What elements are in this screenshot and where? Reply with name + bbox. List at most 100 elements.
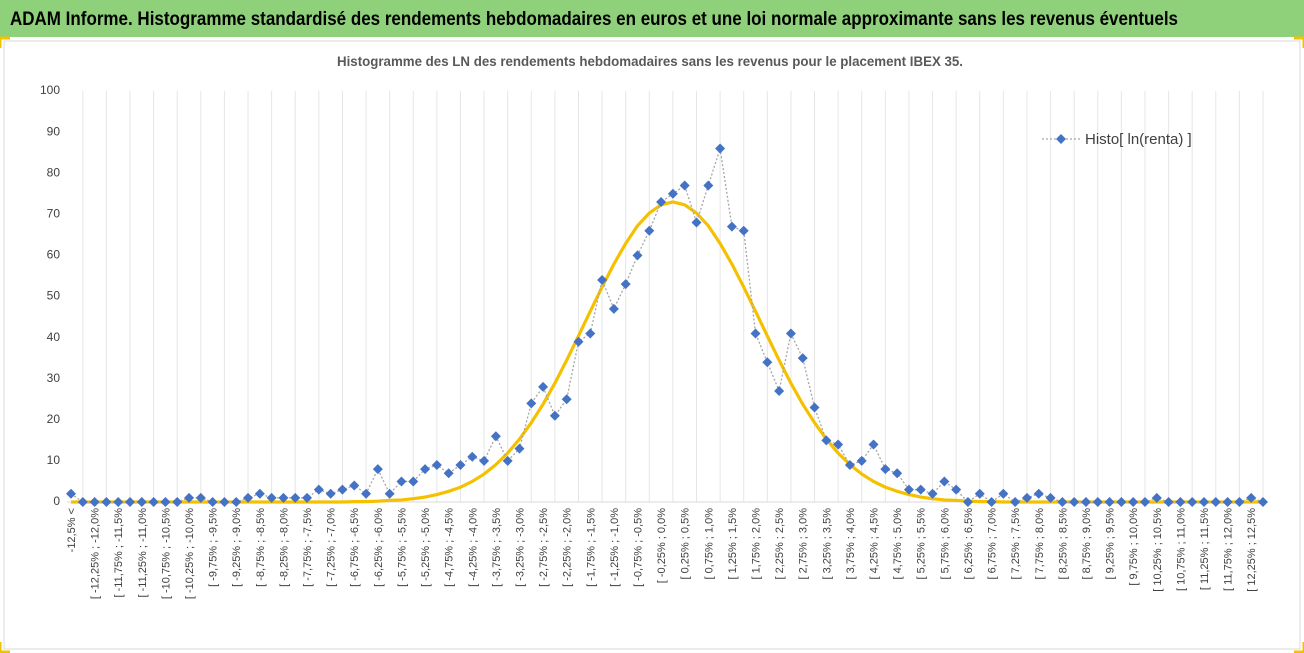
histogram-marker bbox=[774, 386, 785, 397]
histogram-marker bbox=[113, 497, 124, 507]
histogram-marker bbox=[514, 443, 525, 454]
x-tick-label: [ 4,25% ; 4,5% bbox=[869, 508, 881, 580]
x-tick-label: [ -4,25% ; -4,0% bbox=[467, 508, 479, 587]
corner-marks bbox=[0, 36, 1304, 653]
histogram-marker bbox=[856, 455, 867, 466]
histogram-marker bbox=[479, 455, 490, 466]
histogram-marker bbox=[207, 497, 218, 507]
histogram-marker bbox=[561, 394, 572, 405]
x-tick-label: [ 3,75% ; 4,0% bbox=[845, 508, 857, 580]
histogram-marker bbox=[1069, 497, 1080, 507]
histogram-marker bbox=[1210, 497, 1221, 507]
histogram-marker bbox=[195, 492, 206, 503]
x-tick-label: [ 8,75% ; 9,0% bbox=[1081, 508, 1093, 580]
x-tick-label: [ -1,25% ; -1,0% bbox=[609, 508, 621, 587]
x-tick-label: [ -2,25% ; -2,0% bbox=[562, 508, 574, 587]
x-tick-label: [ 2,25% ; 2,5% bbox=[774, 508, 786, 580]
histogram-marker bbox=[372, 464, 383, 475]
y-tick-label: 100 bbox=[40, 83, 60, 97]
x-tick-label: [ 0,75% ; 1,0% bbox=[703, 508, 715, 580]
x-tick-label: [ -8,75% ; -8,5% bbox=[255, 508, 267, 587]
x-tick-label: [ -7,25% ; -7,0% bbox=[326, 508, 338, 587]
y-tick-label: 70 bbox=[47, 206, 61, 220]
histogram-marker bbox=[337, 484, 348, 495]
histogram-marker bbox=[726, 221, 737, 232]
histogram-marker bbox=[573, 336, 584, 347]
histogram-marker bbox=[797, 353, 808, 364]
histogram-marker bbox=[597, 275, 608, 286]
y-tick-label: 20 bbox=[47, 412, 61, 426]
histogram-marker bbox=[1092, 497, 1103, 507]
x-tick-label: [ -2,75% ; -2,5% bbox=[538, 508, 550, 587]
x-tick-label: [ 12,25% ; 12,5% bbox=[1246, 508, 1258, 592]
x-tick-label: [ 10,25% ; 10,5% bbox=[1152, 508, 1164, 592]
histogram-marker bbox=[490, 431, 501, 442]
x-tick-label: [ -5,25% ; -5,0% bbox=[420, 508, 432, 587]
histogram-marker bbox=[313, 484, 324, 495]
histogram-marker bbox=[125, 497, 136, 507]
x-tick-label: [ -10,25% ; -10,0% bbox=[184, 508, 196, 599]
x-tick-label: [ -0,25% ; 0,0% bbox=[656, 508, 668, 583]
x-tick-label: [ 7,25% ; 7,5% bbox=[1010, 508, 1022, 580]
histogram-marker bbox=[939, 476, 950, 487]
x-tick-label: [ -6,25% ; -6,0% bbox=[373, 508, 385, 587]
histogram-marker bbox=[1021, 492, 1032, 503]
histogram-marker bbox=[361, 488, 372, 499]
histogram-marker bbox=[844, 460, 855, 471]
x-tick-label: [ 11,75% ; 12,0% bbox=[1223, 508, 1235, 591]
x-tick-label: [ 4,75% ; 5,0% bbox=[892, 508, 904, 580]
x-tick-label: [ -12,25% ; -12,0% bbox=[90, 508, 102, 599]
header-bar bbox=[0, 0, 1304, 37]
histogram-marker bbox=[1128, 497, 1139, 507]
y-tick-label: 40 bbox=[47, 330, 61, 344]
x-tick-label: [ -9,75% ; -9,5% bbox=[208, 508, 220, 587]
histogram-marker bbox=[278, 492, 289, 503]
x-tick-label: [ 5,75% ; 6,0% bbox=[939, 508, 951, 580]
histogram-marker bbox=[715, 143, 726, 154]
histogram-marker bbox=[1151, 492, 1162, 503]
histogram-marker bbox=[738, 225, 749, 236]
histogram-marker bbox=[136, 497, 147, 507]
x-tick-label: [ 10,75% ; 11,0% bbox=[1175, 508, 1187, 591]
x-tick-label: [ 0,25% ; 0,5% bbox=[680, 508, 692, 580]
histogram-marker bbox=[1080, 497, 1091, 507]
histogram-marker bbox=[148, 497, 159, 507]
histogram-marker bbox=[1175, 497, 1186, 507]
histogram-marker bbox=[538, 381, 549, 392]
x-tick-label: [ -10,75% ; -10,5% bbox=[160, 508, 172, 599]
histogram-marker bbox=[549, 410, 560, 421]
histogram-marker bbox=[962, 497, 973, 507]
y-tick-label: 50 bbox=[47, 289, 61, 303]
histogram-marker bbox=[1246, 492, 1257, 503]
histogram-marker bbox=[184, 492, 195, 503]
legend-label: Histo[ ln(renta) ] bbox=[1085, 131, 1192, 148]
histogram-marker bbox=[1139, 497, 1150, 507]
histogram-marker bbox=[974, 488, 985, 499]
histogram-marker bbox=[349, 480, 360, 491]
histogram-marker bbox=[431, 460, 442, 471]
x-tick-label: [ -1,75% ; -1,5% bbox=[585, 508, 597, 587]
histogram-marker bbox=[1198, 497, 1209, 507]
histogram-marker bbox=[785, 328, 796, 339]
x-tick-label: [ 1,75% ; 2,0% bbox=[751, 508, 763, 580]
x-tick-label: [ 6,75% ; 7,0% bbox=[987, 508, 999, 580]
histogram-marker bbox=[243, 492, 254, 503]
y-tick-label: 30 bbox=[47, 371, 61, 385]
histogram-marker bbox=[1045, 492, 1056, 503]
x-tick-label: [ 11,25% ; 11,5% bbox=[1199, 508, 1211, 590]
histogram-marker bbox=[833, 439, 844, 450]
histogram-marker bbox=[101, 497, 112, 507]
histogram-marker bbox=[998, 488, 1009, 499]
histogram-marker bbox=[1163, 497, 1174, 507]
y-tick-label: 80 bbox=[47, 165, 61, 179]
histogram-marker bbox=[77, 497, 88, 507]
histogram-marker bbox=[290, 492, 301, 503]
histogram-marker bbox=[903, 484, 914, 495]
histogram-marker bbox=[1234, 497, 1245, 507]
histogram-marker bbox=[443, 468, 454, 479]
x-tick-label: [ 6,25% ; 6,5% bbox=[963, 508, 975, 580]
histogram-marker bbox=[502, 455, 513, 466]
legend-marker bbox=[1056, 134, 1066, 144]
histogram-marker bbox=[172, 497, 183, 507]
y-tick-label: 90 bbox=[47, 124, 61, 138]
